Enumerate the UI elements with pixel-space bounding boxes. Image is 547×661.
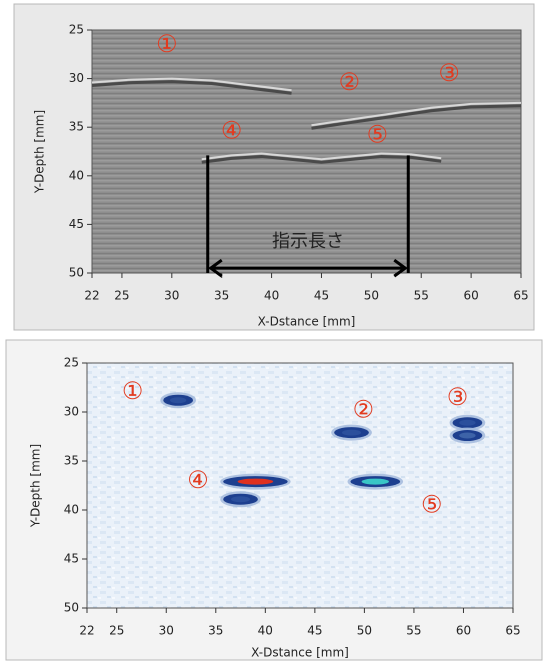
x-tick-label: 55 xyxy=(414,289,429,303)
y-tick-label: 50 xyxy=(69,266,84,280)
annotation: ⑤ xyxy=(367,120,389,148)
y-tick-label: 30 xyxy=(64,405,79,419)
y-tick-label: 45 xyxy=(64,552,79,566)
annotation: ① xyxy=(156,30,178,58)
y-tick-label: 35 xyxy=(69,120,84,134)
spot-core xyxy=(459,420,475,426)
annotation: ① xyxy=(122,377,144,405)
x-tick-label: 25 xyxy=(114,289,129,303)
y-tick-label: 40 xyxy=(69,168,84,182)
measure-label: 指示長さ xyxy=(272,231,344,252)
screenshot: 22 25 30 35 40 45 50 55 60 65 25 30 35 40 45 50 X-Dstanc… xyxy=(0,0,547,661)
annotation: ③ xyxy=(447,383,469,411)
x-axis-title: X-Dstance [mm] xyxy=(251,646,349,660)
y-tick-label: 50 xyxy=(64,601,79,615)
x-axis-title: X-Dstance [mm] xyxy=(258,315,356,329)
x-tick-label: 35 xyxy=(208,624,223,638)
x-tick-label: 25 xyxy=(109,624,124,638)
annotation: ④ xyxy=(221,117,243,145)
y-tick-label: 40 xyxy=(64,503,79,517)
annotation: ② xyxy=(353,396,375,424)
x-tick-label: 35 xyxy=(214,289,229,303)
annotation: ③ xyxy=(438,59,460,87)
y-tick-label: 25 xyxy=(69,23,84,37)
x-tick-label: 65 xyxy=(513,289,528,303)
spot-core xyxy=(238,479,273,485)
x-tick-label: 30 xyxy=(159,624,174,638)
x-tick-label: 22 xyxy=(79,624,94,638)
spot-core xyxy=(342,430,361,436)
y-axis-title: Y-Depth [mm] xyxy=(29,444,43,528)
x-tick-label: 50 xyxy=(357,624,372,638)
y-tick-label: 25 xyxy=(64,356,79,370)
x-tick-label: 65 xyxy=(505,624,520,638)
annotation: ② xyxy=(339,68,361,96)
spot-core xyxy=(362,479,389,485)
spot-core xyxy=(459,433,475,439)
annotation: ④ xyxy=(187,466,209,494)
x-tick-label: 22 xyxy=(84,289,99,303)
y-tick-label: 30 xyxy=(69,71,84,85)
x-tick-label: 55 xyxy=(406,624,421,638)
spot-core xyxy=(170,397,186,403)
x-tick-label: 45 xyxy=(314,289,329,303)
x-tick-label: 60 xyxy=(456,624,471,638)
spot-core xyxy=(231,496,250,502)
x-tick-label: 40 xyxy=(264,289,279,303)
y-tick-label: 35 xyxy=(64,454,79,468)
x-tick-label: 30 xyxy=(164,289,179,303)
y-tick-label: 45 xyxy=(69,217,84,231)
x-tick-label: 50 xyxy=(364,289,379,303)
annotation: ⑤ xyxy=(421,491,443,519)
y-axis-title: Y-Depth [mm] xyxy=(33,110,47,194)
x-tick-label: 60 xyxy=(463,289,478,303)
x-tick-label: 40 xyxy=(258,624,273,638)
x-tick-label: 45 xyxy=(307,624,322,638)
